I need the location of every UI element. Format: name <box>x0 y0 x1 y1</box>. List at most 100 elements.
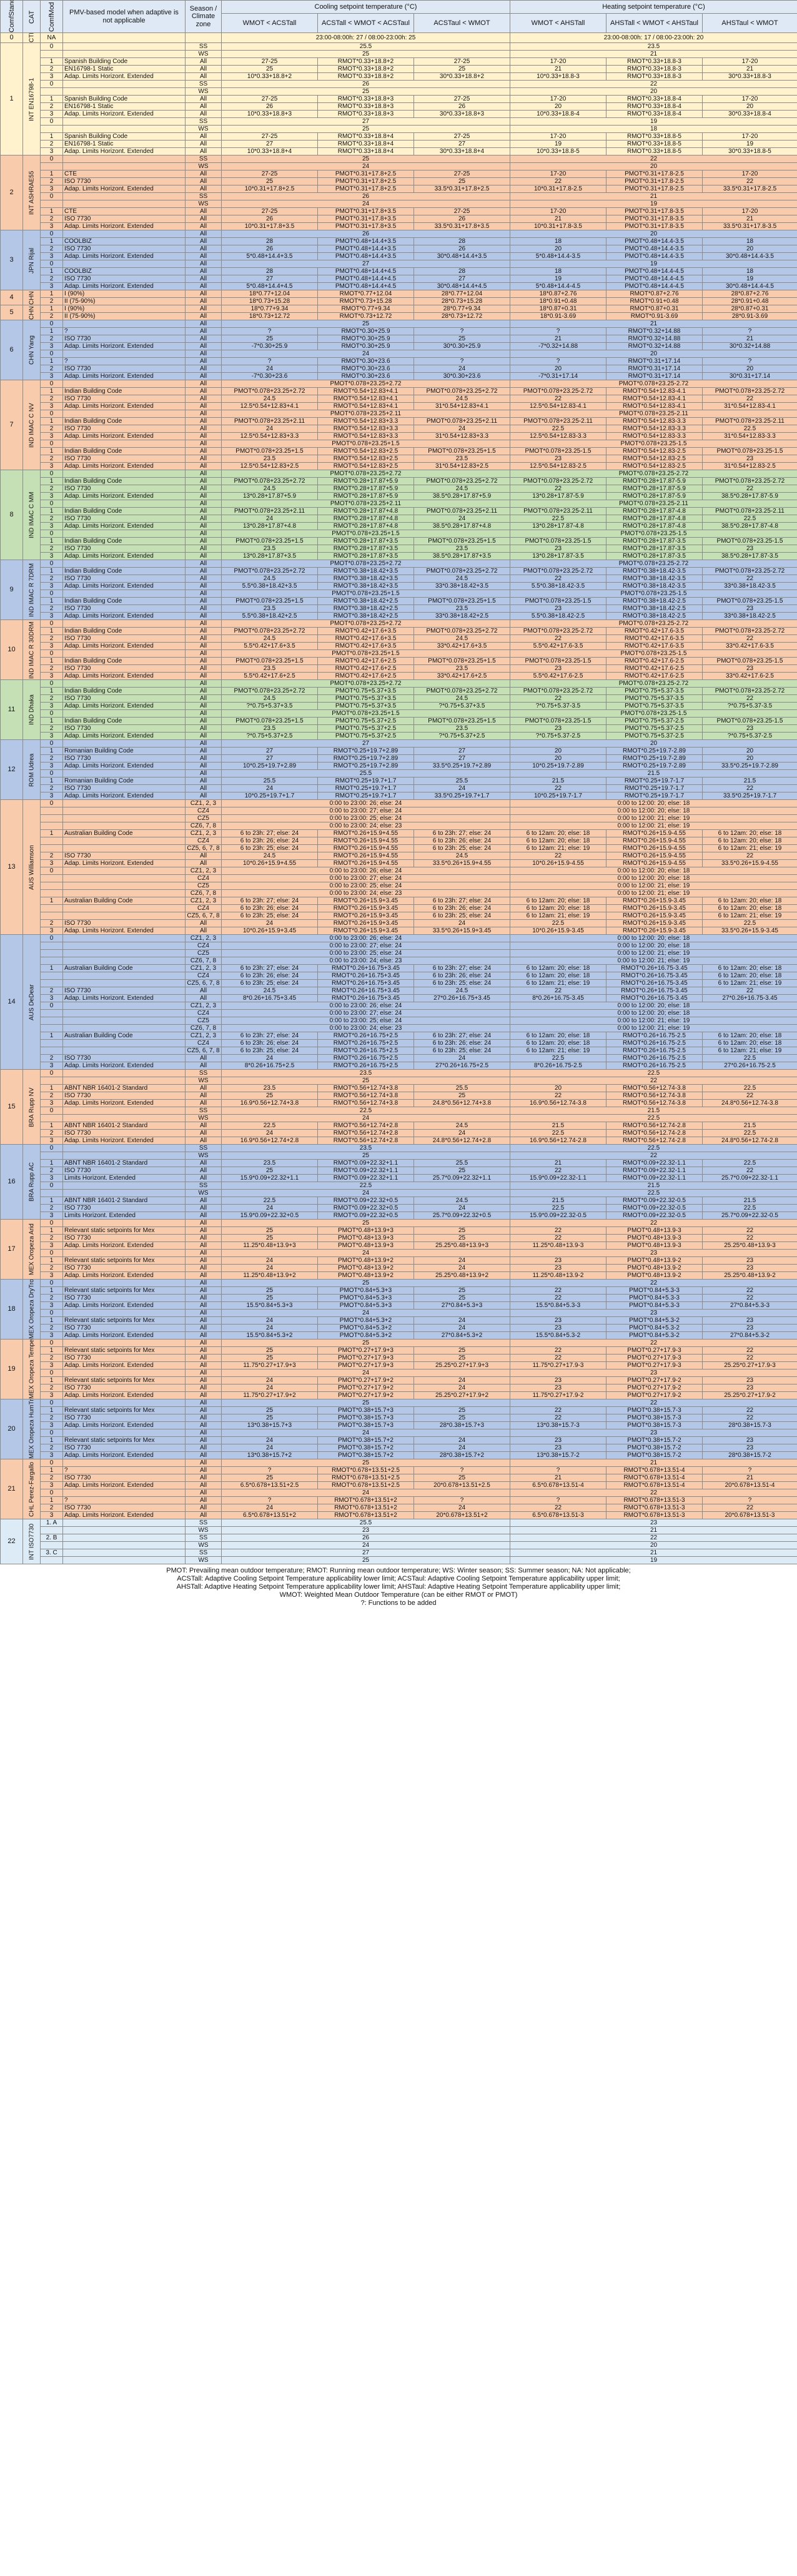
table-row: WS 25 22 <box>1 1152 797 1160</box>
cooling-value: RMOT*0.26+16.75+3.45 <box>317 987 414 995</box>
table-row: 20 MEX Oropeza HumTropic 0 All 25 22 <box>0 1399 797 1459</box>
comfmod-cell: 0 <box>40 80 63 88</box>
season-cell: All <box>185 1264 222 1272</box>
cooling-value: PMOT*0.078+23.25+2.11 <box>221 507 318 515</box>
table-row: 1 Indian Building Code All PMOT*0.078+23.25… <box>1 537 797 545</box>
cooling-value: 22.5 <box>221 1197 318 1205</box>
comfmod-cell: 0 <box>40 192 63 200</box>
table-row: 2 ISO 7730 All 24 RMOT*0.28+17.87+4.8 24 22.5 R… <box>1 515 797 523</box>
heating-value: PMOT*0.48+13.9-2 <box>606 1271 703 1280</box>
model-label <box>62 844 186 852</box>
comfmod-cell: 2 <box>40 297 63 305</box>
heating-value: 23 <box>510 664 606 673</box>
comfstand-name: MEX Oropeza DryTropic <box>22 1279 41 1340</box>
comfmod-cell: 1 <box>40 207 63 215</box>
cooling-value: RMOT*0.38+18.42+3.5 <box>317 582 414 590</box>
heating-value: 0:00 to 12:00: 20; else: 18 <box>510 1002 797 1010</box>
table-row: 2 ISO 7730 All 25 RMOT*0.30+25.9 25 21 RMOT*0.3… <box>1 335 797 343</box>
table-row: CZ6, 7, 8 0:00 to 23:00: 24; else: 23 0:00… <box>1 1024 797 1032</box>
model-label <box>62 942 186 950</box>
heating-value: PMOT*0.078+23.25-2.72 <box>702 477 797 485</box>
heating-value: 20*0.678+13.51-4 <box>702 1481 797 1489</box>
heating-value: 22.5 <box>510 1189 797 1197</box>
cooling-value: PMOT*0.078+23.25+2.72 <box>221 380 510 388</box>
season-cell: CZ1, 2, 3 <box>185 1032 222 1040</box>
cooling-value: PMOT*0.31+17.8+2.5 <box>317 170 414 178</box>
table-row: 0 All 24 23 <box>1 1249 797 1257</box>
cooling-value: 6 to 23h: 26; else: 24 <box>221 1039 318 1047</box>
comfmod-cell: 3 <box>40 582 63 590</box>
cooling-value: 31*0.54+12.83+3.3 <box>413 432 510 440</box>
heating-value: 15.9*0.09+22.32-0.5 <box>510 1212 606 1220</box>
cooling-value: 24 <box>413 1256 510 1265</box>
heating-value: 22 <box>510 1534 797 1542</box>
cooling-value: RMOT*0.678+13.51+2 <box>317 1496 414 1504</box>
season-cell: CZ6, 7, 8 <box>185 889 222 897</box>
heating-value: RMOT*0.09+22.32-1.1 <box>606 1174 703 1182</box>
cooling-value: ?*0.75+5.37+2.5 <box>221 732 318 740</box>
season-cell: All <box>185 1122 222 1130</box>
model-label: Adap. Limits Horizont. Extended <box>62 1099 186 1107</box>
season-cell: All <box>185 859 222 867</box>
comfstand-id: 20 <box>0 1399 23 1459</box>
comfmod-cell: 3 <box>40 927 63 935</box>
heating-value: 17-20 <box>702 170 797 178</box>
table-row: 2 ISO 7730 All 25 RMOT*0.09+22.32+1.1 25 22 RMO… <box>1 1167 797 1175</box>
model-label: ISO 7730 <box>62 605 186 613</box>
table-row: 10 IND IMAC R 30DRM 0 All PMOT*0.078+23.25+2… <box>0 619 797 680</box>
comfmod-cell <box>40 1189 63 1197</box>
comfmod-cell: 2 <box>40 1354 63 1362</box>
comfmod-cell: 3 <box>40 1174 63 1182</box>
heating-value: RMOT*0.25+19.7-1.7 <box>606 784 703 792</box>
model-label <box>62 162 186 170</box>
table-row: 3 Adap. Limits Horizont. Extended All 5.5*0… <box>1 582 797 590</box>
cooling-value: -7*0.30+25.9 <box>221 342 318 350</box>
season-cell: CZ1, 2, 3 <box>185 867 222 875</box>
heating-value: 0:00 to 12:00: 21; else: 19 <box>510 949 797 957</box>
model-label: Australian Building Code <box>62 829 186 837</box>
season-cell: All <box>185 754 222 762</box>
comfmod-cell: 1 <box>40 627 63 635</box>
heating-value: 33.5*0.25+19.7-2.89 <box>702 762 797 770</box>
heating-value: 18*0.91+0.48 <box>510 297 606 305</box>
table-row: 2 EN16798-1 Static All 27 RMOT*0.33+18.8+4 27… <box>1 140 797 148</box>
cooling-value: 25 <box>221 1286 318 1295</box>
table-row: CZ5 0:00 to 23:00: 25; else: 24 0:00 to 12… <box>1 882 797 890</box>
heating-value: 21 <box>510 1474 606 1482</box>
cooling-value: 33.5*0.31+17.8+2.5 <box>413 185 510 193</box>
model-label: Adap. Limits Horizont. Extended <box>62 732 186 740</box>
table-row: 3 Adap. Limits Horizont. Extended All 10*0.… <box>1 147 797 155</box>
model-label: Australian Building Code <box>62 897 186 905</box>
footnotes: PMOT: Prevailing mean outdoor temperatur… <box>0 1567 797 1607</box>
cooling-value: RMOT*0.56+12.74+2.8 <box>317 1122 414 1130</box>
comfmod-cell: 2 <box>40 1444 63 1452</box>
comfstand-id: 22 <box>0 1519 23 1564</box>
season-cell: All <box>185 65 222 73</box>
season-cell: SS <box>185 1107 222 1115</box>
comfstand-name: AUS DeDear <box>22 934 41 1070</box>
cooling-value: 25.5 <box>413 777 510 785</box>
heating-value: PMOT*0.078+23.25-1.5 <box>702 717 797 725</box>
heating-value: 0:00 to 12:00: 21; else: 19 <box>510 882 797 890</box>
season-cell: All <box>185 1376 222 1384</box>
cooling-value: 25 <box>221 1294 318 1302</box>
cooling-value: RMOT*0.26+15.9+4.55 <box>317 852 414 860</box>
cooling-value: 27-25 <box>221 132 318 141</box>
model-label <box>62 619 186 628</box>
heating-value: 33*0.42+17.6-3.5 <box>702 642 797 650</box>
table-row: 2 ISO 7730 All 24 PMOT*0.48+13.9+2 24 23 PMOT*0… <box>1 1264 797 1272</box>
comfmod-cell: 1. A <box>40 1519 63 1527</box>
header-cooling-col: ACSTaul < WMOT <box>413 13 510 33</box>
comfmod-cell: 1 <box>40 777 63 785</box>
season-cell: All <box>185 1489 222 1497</box>
cooling-value: PMOT*0.078+23.25+2.11 <box>221 417 318 425</box>
cooling-value: 24.5 <box>413 485 510 493</box>
cooling-value: 24.5 <box>413 1122 510 1130</box>
heating-value: 22.5 <box>702 919 797 927</box>
heating-value: 21 <box>510 1549 797 1557</box>
comfmod-cell: 1 <box>40 57 63 66</box>
comfmod-cell: 2 <box>40 1504 63 1512</box>
heating-value: 17-20 <box>510 95 606 103</box>
heating-value: 23 <box>510 1429 797 1437</box>
cooling-value: 6 to 23h: 25; else: 24 <box>413 979 510 987</box>
